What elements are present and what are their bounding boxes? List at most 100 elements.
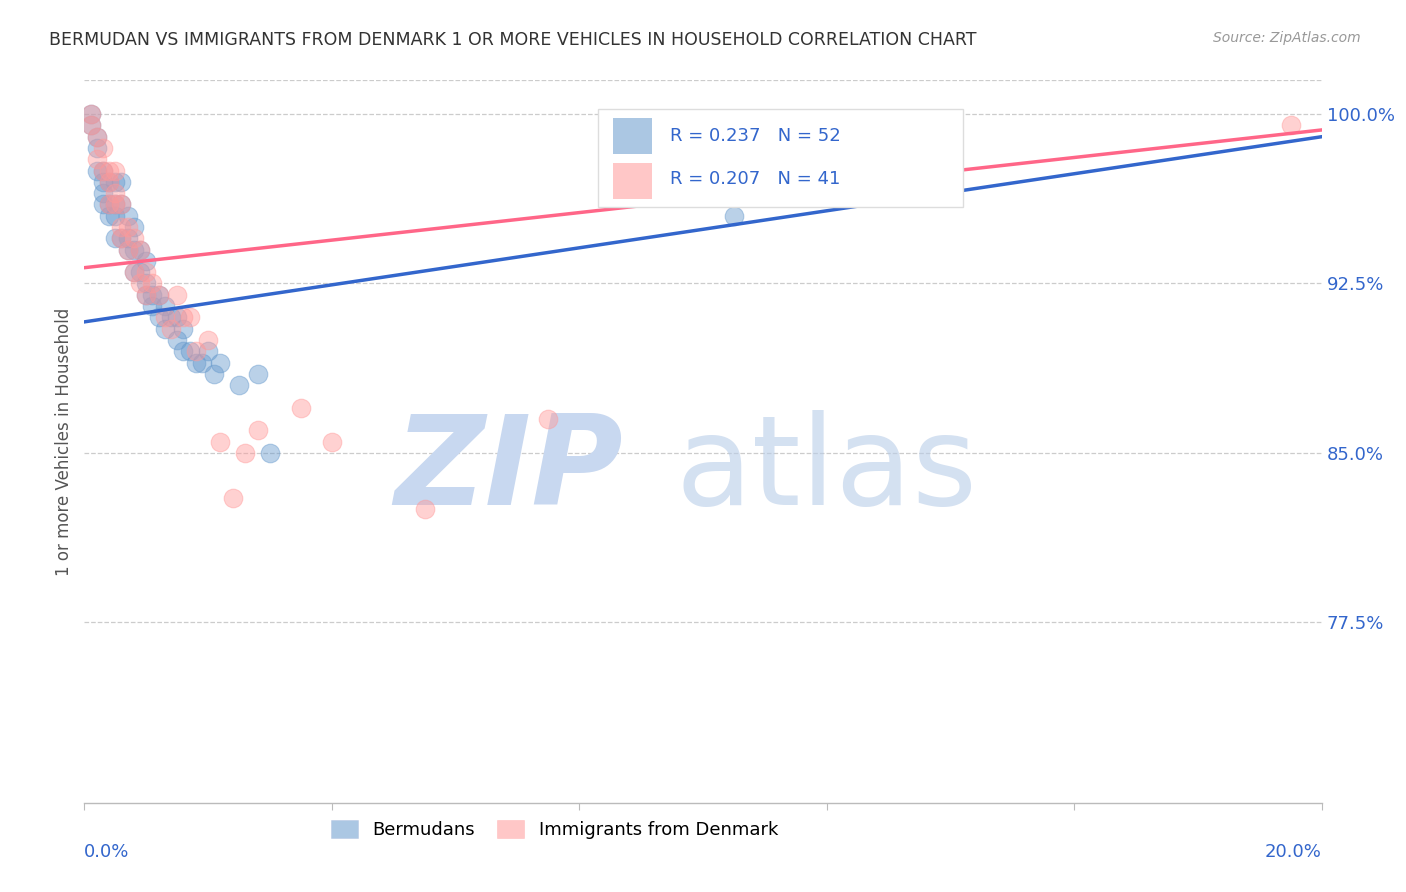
Point: [321, 434, 343, 449]
Point: [197, 333, 219, 347]
Point: [129, 265, 152, 279]
Point: [98, 197, 121, 211]
Point: [110, 231, 132, 245]
FancyBboxPatch shape: [613, 118, 652, 154]
Legend: Bermudans, Immigrants from Denmark: Bermudans, Immigrants from Denmark: [322, 811, 787, 848]
Point: [166, 287, 188, 301]
Point: [98, 197, 121, 211]
Point: [233, 446, 256, 460]
Point: [153, 321, 176, 335]
Point: [122, 220, 145, 235]
Point: [153, 299, 176, 313]
Point: [129, 243, 152, 257]
Point: [148, 287, 170, 301]
FancyBboxPatch shape: [598, 109, 963, 207]
Point: [122, 265, 145, 279]
Point: [129, 277, 152, 291]
Point: [141, 277, 163, 291]
Point: [117, 209, 139, 223]
Point: [104, 186, 127, 201]
Point: [104, 209, 127, 223]
Point: [91, 186, 114, 201]
Point: [166, 333, 188, 347]
Point: [723, 209, 745, 223]
Point: [104, 231, 127, 245]
Point: [117, 243, 139, 257]
Point: [86, 141, 108, 155]
Point: [135, 287, 157, 301]
Point: [117, 243, 139, 257]
Point: [91, 175, 114, 189]
Point: [79, 119, 101, 133]
Point: [122, 265, 145, 279]
Point: [179, 344, 201, 359]
Point: [172, 344, 194, 359]
Point: [141, 287, 163, 301]
Point: [104, 197, 127, 211]
Point: [79, 107, 101, 121]
Point: [209, 355, 232, 369]
Text: R = 0.237   N = 52: R = 0.237 N = 52: [669, 128, 841, 145]
Point: [135, 253, 157, 268]
Point: [98, 175, 121, 189]
Point: [172, 310, 194, 325]
Point: [79, 119, 101, 133]
Point: [160, 321, 183, 335]
Point: [135, 277, 157, 291]
Point: [184, 344, 207, 359]
Point: [537, 412, 560, 426]
Point: [129, 243, 152, 257]
Point: [1279, 119, 1302, 133]
Point: [222, 491, 245, 505]
Point: [91, 163, 114, 178]
Point: [91, 163, 114, 178]
Point: [86, 129, 108, 144]
Point: [179, 310, 201, 325]
Point: [413, 502, 436, 516]
Point: [110, 197, 132, 211]
Point: [209, 434, 232, 449]
Point: [228, 378, 250, 392]
Text: BERMUDAN VS IMMIGRANTS FROM DENMARK 1 OR MORE VEHICLES IN HOUSEHOLD CORRELATION : BERMUDAN VS IMMIGRANTS FROM DENMARK 1 OR…: [49, 31, 977, 49]
Text: ZIP: ZIP: [394, 410, 623, 531]
Point: [160, 310, 183, 325]
Point: [110, 231, 132, 245]
Point: [91, 141, 114, 155]
Point: [86, 153, 108, 167]
Text: 20.0%: 20.0%: [1265, 844, 1322, 862]
Point: [98, 209, 121, 223]
Point: [202, 367, 225, 381]
Point: [153, 310, 176, 325]
Point: [135, 265, 157, 279]
Point: [104, 163, 127, 178]
Point: [290, 401, 312, 415]
Point: [104, 175, 127, 189]
Point: [122, 231, 145, 245]
Point: [246, 367, 269, 381]
Text: atlas: atlas: [676, 410, 977, 531]
Point: [166, 310, 188, 325]
Text: Source: ZipAtlas.com: Source: ZipAtlas.com: [1213, 31, 1361, 45]
Point: [117, 220, 139, 235]
Y-axis label: 1 or more Vehicles in Household: 1 or more Vehicles in Household: [55, 308, 73, 575]
Point: [110, 175, 132, 189]
Point: [197, 344, 219, 359]
Point: [246, 423, 269, 437]
Point: [172, 321, 194, 335]
Point: [141, 299, 163, 313]
Point: [110, 197, 132, 211]
Point: [86, 129, 108, 144]
Point: [259, 446, 281, 460]
Text: 0.0%: 0.0%: [84, 844, 129, 862]
Point: [98, 163, 121, 178]
FancyBboxPatch shape: [613, 163, 652, 199]
Point: [110, 220, 132, 235]
Point: [939, 141, 962, 155]
Point: [79, 107, 101, 121]
Point: [104, 197, 127, 211]
Point: [148, 310, 170, 325]
Point: [117, 231, 139, 245]
Point: [191, 355, 214, 369]
Point: [148, 287, 170, 301]
Point: [91, 197, 114, 211]
